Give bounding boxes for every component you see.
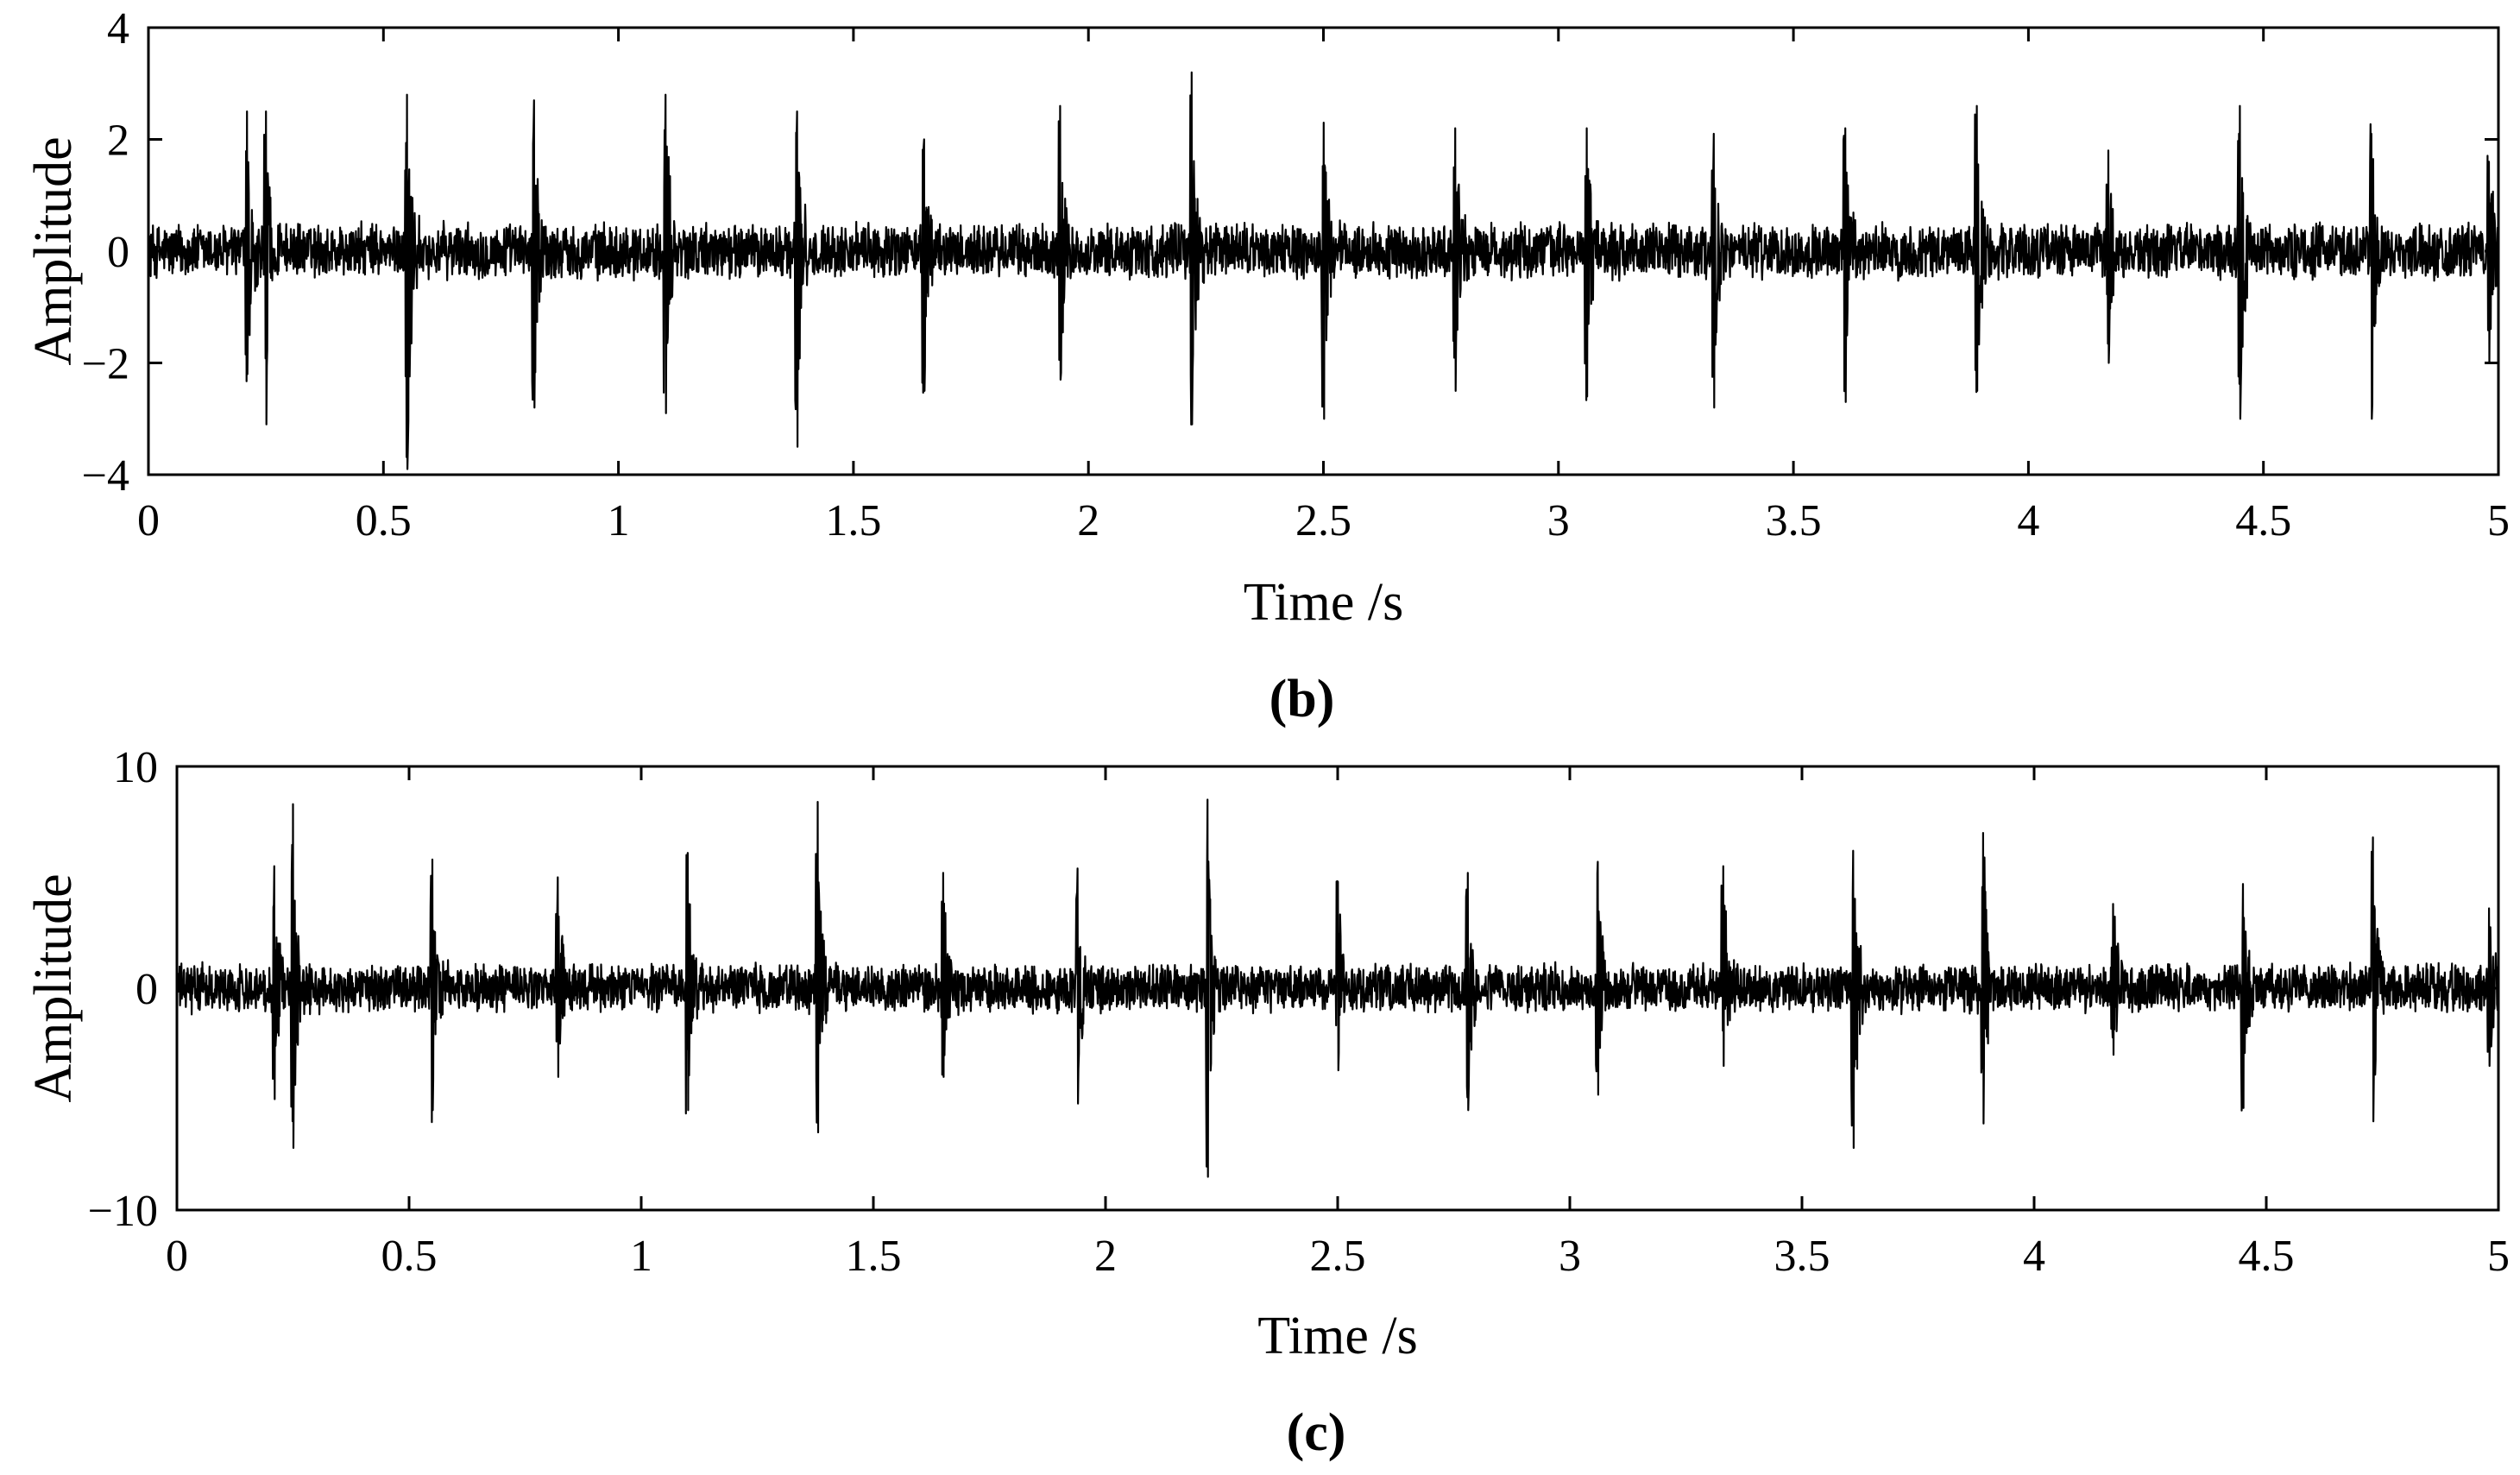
y-tick-label-b: −2 bbox=[82, 340, 129, 389]
x-tick-label-c: 4.5 bbox=[2239, 1232, 2295, 1281]
x-tick-label-c: 2.5 bbox=[1310, 1232, 1366, 1281]
y-tick-label-b: −4 bbox=[82, 451, 129, 501]
x-tick-label-c: 3.5 bbox=[1774, 1232, 1830, 1281]
y-tick-label-c: −10 bbox=[88, 1187, 158, 1236]
x-tick-label-b: 4.5 bbox=[2235, 496, 2291, 545]
y-tick-label-c: 0 bbox=[135, 965, 158, 1014]
y-tick-label-c: 10 bbox=[113, 743, 158, 792]
x-axis-label-c: Time /s bbox=[1257, 1307, 1418, 1365]
signal-trace-c bbox=[175, 798, 2500, 1178]
x-tick-label-b: 2.5 bbox=[1295, 496, 1351, 545]
x-tick-label-c: 4 bbox=[2023, 1232, 2045, 1281]
x-tick-label-b: 4 bbox=[2017, 496, 2039, 545]
signal-trace-b bbox=[147, 71, 2500, 470]
y-axis-label-b: Amplitude bbox=[24, 136, 83, 365]
x-tick-label-c: 1.5 bbox=[846, 1232, 902, 1281]
x-tick-label-b: 0 bbox=[137, 496, 160, 545]
x-tick-label-c: 3 bbox=[1559, 1232, 1581, 1281]
y-tick-label-b: 4 bbox=[107, 4, 129, 54]
y-tick-label-b: 0 bbox=[107, 228, 129, 277]
x-axis-label-b: Time /s bbox=[1244, 573, 1404, 632]
x-tick-label-b: 1.5 bbox=[825, 496, 881, 545]
panel-label-b: (b) bbox=[1269, 670, 1335, 728]
x-tick-label-c: 2 bbox=[1094, 1232, 1117, 1281]
panel-b: 0 0.5 1 1.5 2 2.5 3 3.5 4 4.5 5 −4 −2 0 2 4 Time /s Amp… bbox=[24, 4, 2510, 728]
x-tick-label-c: 0 bbox=[166, 1232, 188, 1281]
x-tick-label-b: 3.5 bbox=[1766, 496, 1822, 545]
y-tick-label-b: 2 bbox=[107, 117, 129, 166]
x-tick-label-b: 2 bbox=[1077, 496, 1099, 545]
x-tick-label-b: 3 bbox=[1547, 496, 1570, 545]
ticks-b: 0 0.5 1 1.5 2 2.5 3 3.5 4 4.5 5 −4 −2 0 2 4 bbox=[82, 4, 2510, 545]
x-tick-label-c: 1 bbox=[630, 1232, 652, 1281]
x-tick-label-b: 0.5 bbox=[356, 496, 412, 545]
x-tick-label-b: 5 bbox=[2487, 496, 2510, 545]
x-tick-label-b: 1 bbox=[608, 496, 630, 545]
panel-label-c: (c) bbox=[1287, 1403, 1346, 1462]
y-axis-label-c: Amplitude bbox=[24, 873, 83, 1102]
x-tick-label-c: 0.5 bbox=[381, 1232, 438, 1281]
x-tick-label-c: 5 bbox=[2487, 1232, 2510, 1281]
